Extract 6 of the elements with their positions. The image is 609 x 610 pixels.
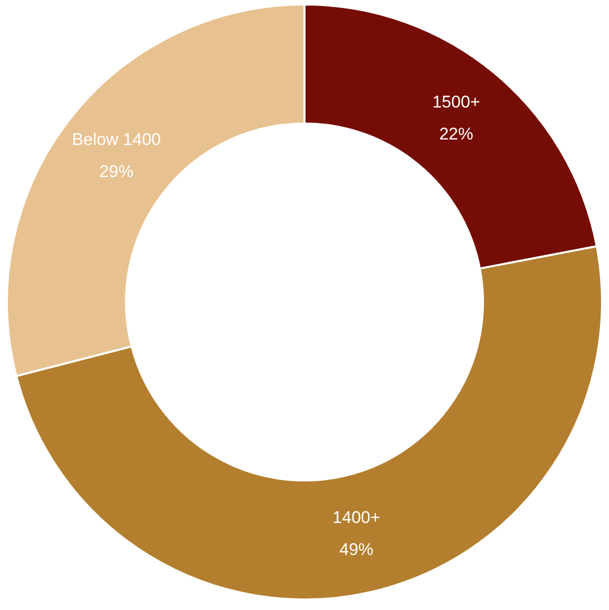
slice-label: Below 1400: [72, 130, 161, 149]
slice-label: 1500+: [432, 92, 480, 112]
data-label: 49%: [339, 540, 374, 559]
data-label: 29%: [99, 162, 134, 181]
data-label: 22%: [439, 124, 474, 144]
slice-label: 1400+: [332, 508, 380, 527]
